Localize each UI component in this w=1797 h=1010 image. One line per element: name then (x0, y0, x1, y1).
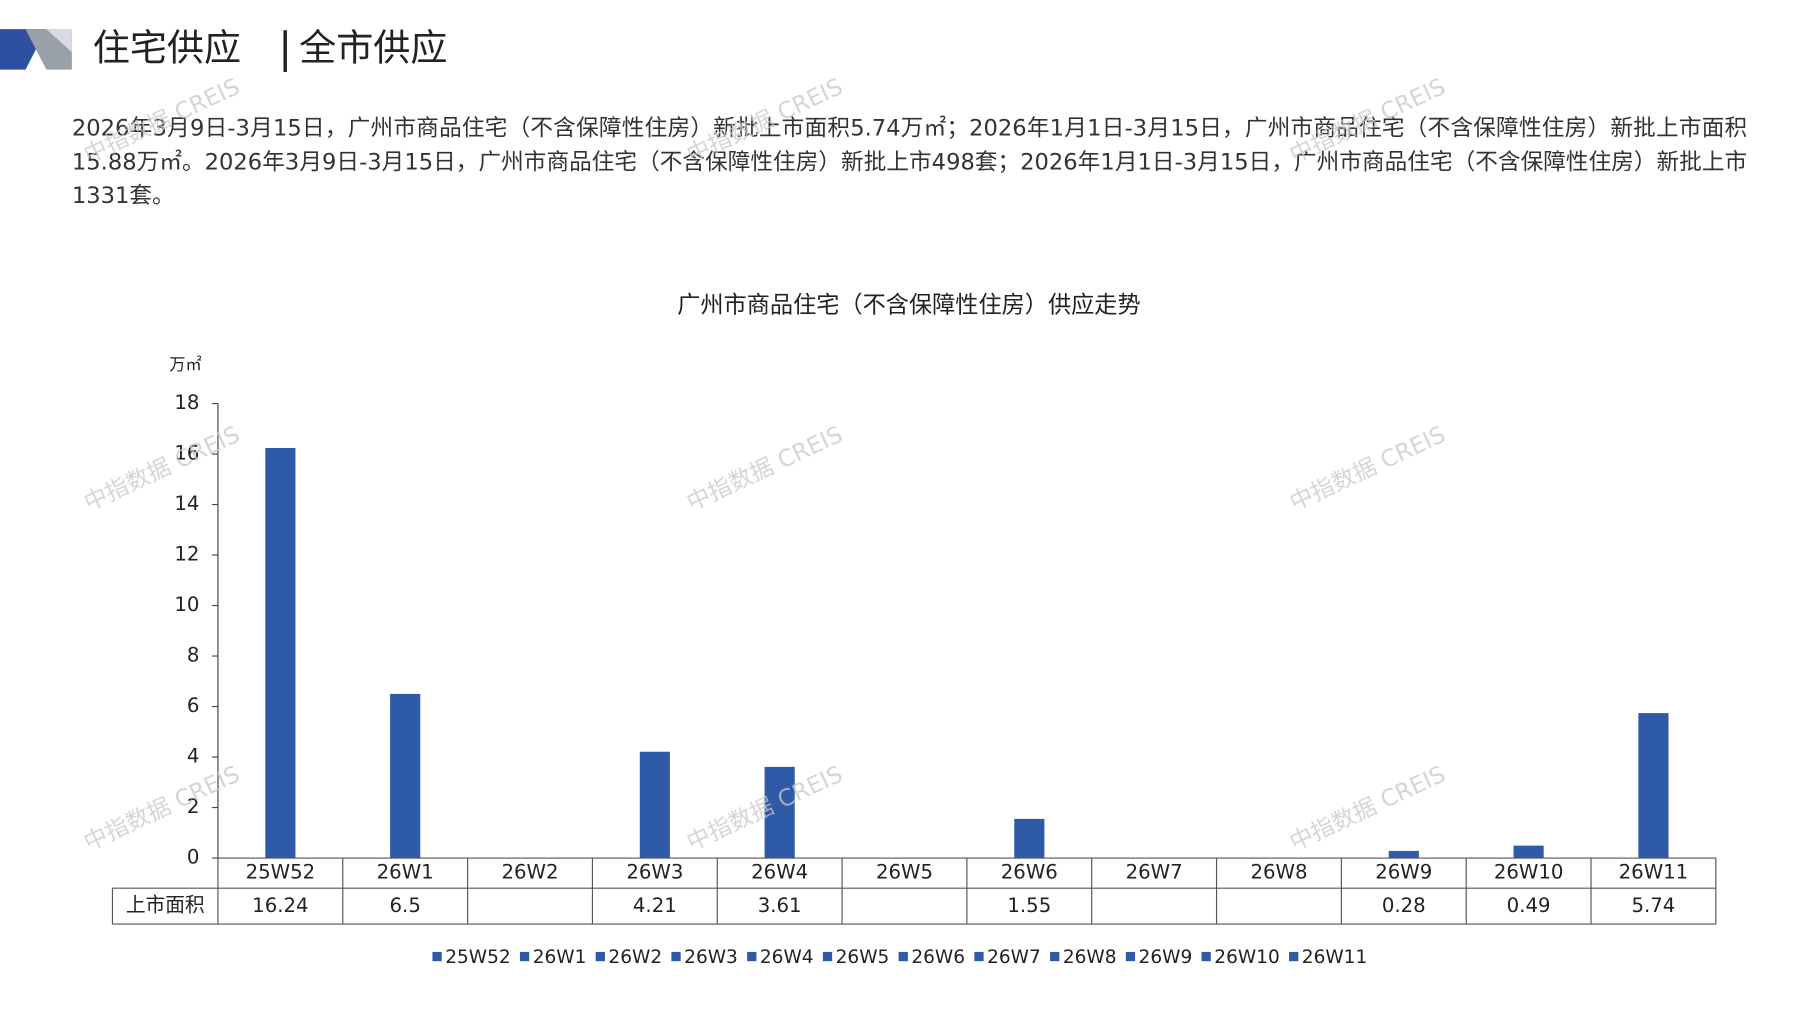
summary-box: 2026年3月9日-3月15日，广州市商品住宅（不含保障性住房）新批上市面积5.… (71, 114, 1748, 209)
chart-title: 广州市商品住宅（不含保障性住房）供应走势 (677, 292, 1140, 319)
legend-label: 26W8 (1063, 947, 1117, 968)
table-value: 0.49 (1507, 894, 1551, 917)
legend-label: 26W3 (684, 947, 738, 968)
x-tick-label: 26W7 (1126, 861, 1183, 884)
table-value: 6.5 (390, 894, 421, 917)
x-tick-label: 26W3 (626, 861, 683, 884)
x-tick-label: 26W2 (501, 861, 558, 884)
y-tick-label: 16 (174, 442, 199, 465)
x-tick-label: 26W11 (1619, 861, 1689, 884)
bar (390, 693, 421, 859)
bar (1638, 713, 1669, 859)
y-tick-label: 6 (187, 694, 200, 717)
legend-swatch (747, 951, 757, 962)
x-tick-label: 26W9 (1375, 861, 1432, 884)
table-value: 4.21 (633, 894, 677, 917)
legend-label: 26W7 (987, 947, 1041, 968)
legend-label: 26W10 (1214, 947, 1279, 968)
legend-label: 26W11 (1302, 947, 1367, 968)
x-tick-label: 26W6 (1001, 861, 1058, 884)
legend-swatch (432, 951, 442, 962)
legend-swatch (595, 951, 605, 962)
legend-swatch (1289, 951, 1299, 962)
y-tick-label: 10 (174, 593, 199, 616)
y-tick-label: 14 (174, 492, 199, 515)
y-tick-label: 0 (187, 846, 200, 869)
bar (764, 766, 795, 859)
table-value: 16.24 (252, 894, 308, 917)
x-tick-label: 26W5 (876, 861, 933, 884)
x-tick-label: 25W52 (246, 861, 316, 884)
summary: 2026年3月9日-3月15日，广州市商品住宅（不含保障性住房）新批上市面积5.… (71, 114, 1748, 209)
y-axis-label: 万㎡ (169, 355, 201, 374)
table-value: 5.74 (1632, 894, 1676, 917)
legend-swatch (1050, 951, 1060, 962)
bar (1388, 850, 1419, 859)
bar (265, 447, 296, 859)
legend-label: 26W4 (760, 947, 814, 968)
x-tick-label: 26W8 (1250, 861, 1307, 884)
table-row-label: 上市面积 (126, 894, 205, 917)
legend-label: 26W6 (911, 947, 965, 968)
x-tick-label: 26W4 (751, 861, 808, 884)
table-value: 3.61 (758, 894, 802, 917)
legend-swatch (519, 951, 530, 962)
legend-swatch (1125, 951, 1136, 962)
y-tick-label: 4 (187, 745, 200, 768)
header-title: 住宅供应 (93, 26, 241, 69)
header-subtitle: 全市供应 (299, 26, 447, 69)
legend-label: 25W52 (445, 947, 510, 968)
legend-label: 26W1 (533, 947, 587, 968)
x-tick-label: 26W10 (1494, 861, 1564, 884)
bar (1513, 845, 1544, 859)
table-value: 1.55 (1007, 894, 1051, 917)
watermark: 中指数据 CREIS (683, 421, 847, 517)
bar (1014, 818, 1045, 859)
watermark: 中指数据 CREIS (80, 421, 244, 517)
legend-label: 26W2 (608, 947, 662, 968)
y-tick-label: 8 (187, 644, 200, 667)
watermark: 中指数据 CREIS (80, 761, 244, 857)
bar (639, 751, 670, 859)
x-tick-label: 26W1 (377, 861, 434, 884)
y-tick-label: 2 (187, 795, 200, 818)
y-tick-label: 12 (174, 543, 199, 566)
table-value: 0.28 (1382, 894, 1426, 917)
legend-label: 26W5 (836, 947, 890, 968)
watermark: 中指数据 CREIS (1286, 761, 1450, 857)
legend-swatch (1201, 951, 1211, 962)
watermark: 中指数据 CREIS (1286, 421, 1450, 517)
legend-swatch (898, 951, 908, 962)
y-tick-label: 18 (174, 391, 199, 414)
legend-label: 26W9 (1139, 947, 1193, 968)
legend-swatch (974, 951, 984, 962)
legend-swatch (671, 951, 681, 962)
legend-swatch (822, 951, 833, 962)
